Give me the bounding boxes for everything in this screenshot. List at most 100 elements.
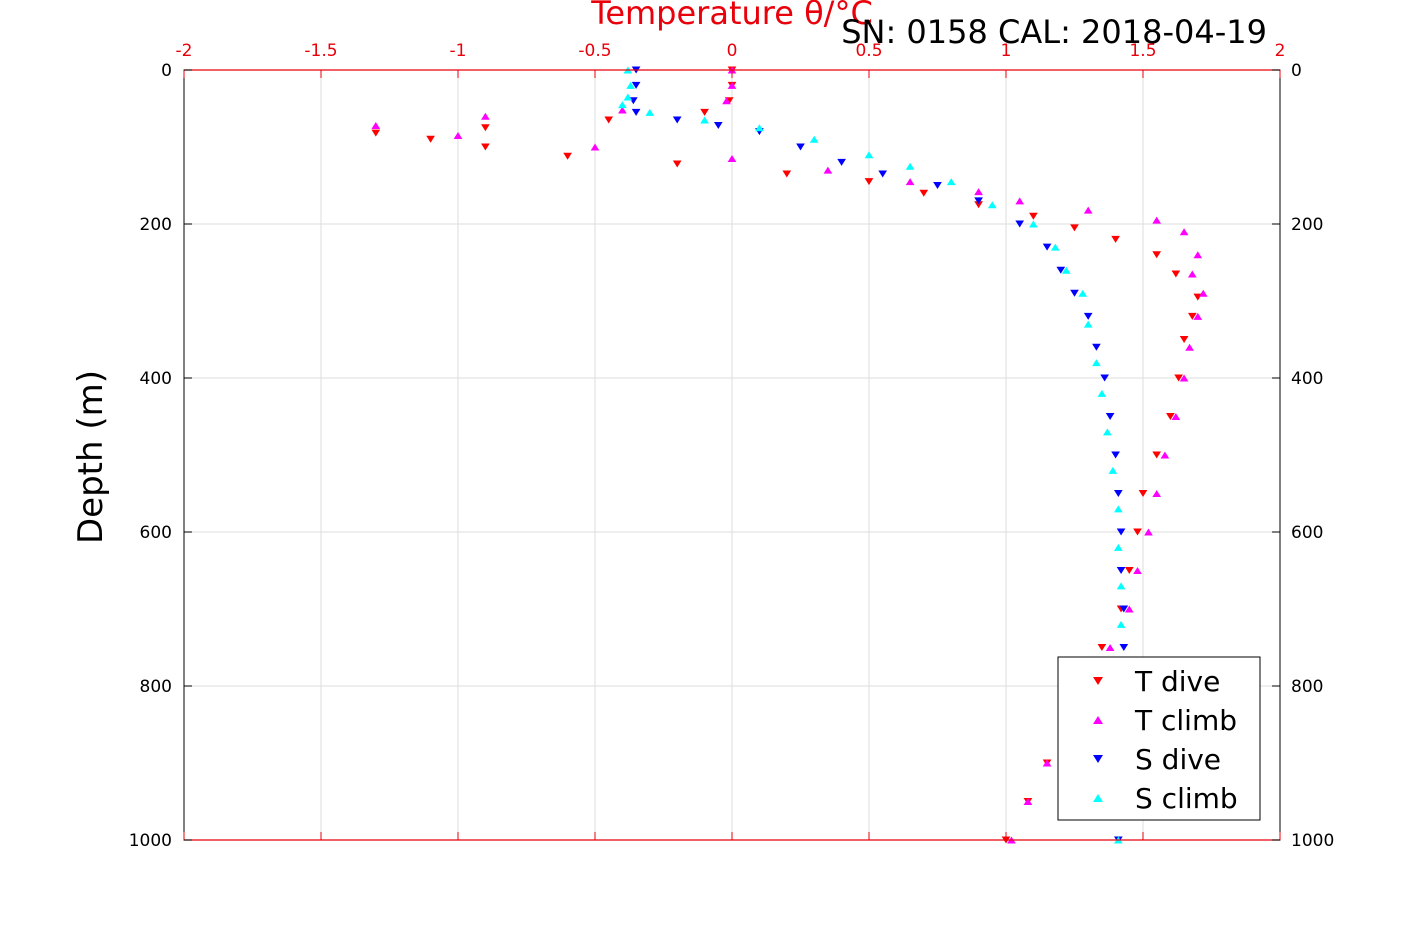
grid [184, 70, 1280, 840]
chart-subtitle: SN: 0158 CAL: 2018-04-19 [841, 13, 1267, 51]
data-point [481, 143, 490, 151]
y-axis-label: Depth (m) [71, 370, 111, 544]
x-tick-label: -0.5 [578, 41, 611, 61]
data-point [1078, 289, 1088, 297]
data-point [1174, 374, 1183, 382]
y-tick-label-right: 1000 [1291, 831, 1334, 851]
data-point [1152, 451, 1162, 459]
data-point [1124, 567, 1134, 574]
y-tick-label-right: 600 [1291, 523, 1323, 543]
data-point [631, 81, 641, 89]
data-point [864, 178, 874, 186]
y-tick-label-right: 200 [1291, 215, 1323, 235]
x-tick-label: 0 [727, 41, 738, 61]
legend-box [1057, 656, 1261, 821]
data-point [1097, 644, 1107, 651]
data-point [1171, 413, 1181, 420]
legend: T dive T climb S dive S climb [1057, 656, 1261, 821]
legend-label: T climb [1134, 704, 1237, 737]
data-point [1097, 389, 1107, 397]
data-point [700, 116, 709, 124]
data-point [1092, 359, 1101, 367]
data-point [672, 116, 682, 124]
data-point [371, 129, 381, 137]
data-point [809, 135, 819, 143]
data-point [563, 152, 572, 160]
data-point [1144, 528, 1153, 536]
data-point [453, 131, 463, 139]
data-point [933, 182, 942, 189]
data-point [755, 124, 764, 132]
data-point [1015, 220, 1025, 228]
legend-label: S climb [1135, 782, 1238, 815]
data-point [1198, 289, 1208, 297]
y-tick-label-left: 200 [140, 215, 172, 235]
data-point [987, 201, 997, 209]
data-point [727, 81, 737, 89]
data-point [864, 151, 874, 159]
data-point [618, 101, 627, 109]
data-point [1111, 451, 1120, 459]
y-tick-label-right: 800 [1291, 677, 1323, 697]
data-point [590, 143, 600, 151]
data-point [1042, 243, 1052, 251]
data-point [713, 121, 723, 129]
data-point [1103, 428, 1112, 436]
data-point [1042, 759, 1052, 767]
data-point [1061, 266, 1071, 274]
data-point [1070, 224, 1079, 232]
data-point [905, 162, 915, 170]
data-point [1119, 605, 1129, 613]
data-point [1114, 490, 1123, 497]
data-point [1105, 413, 1115, 420]
data-point [1133, 567, 1142, 574]
data-point [481, 112, 490, 120]
data-point [1029, 220, 1038, 228]
data-point [371, 121, 381, 129]
data-point [1187, 270, 1197, 278]
legend-label: S dive [1135, 743, 1221, 776]
data-point [1187, 312, 1197, 320]
data-point [618, 106, 627, 114]
y-tick-label-left: 0 [161, 61, 172, 81]
data-point [1083, 320, 1093, 328]
data-point [1171, 270, 1181, 278]
x-tick-label: 1.5 [1129, 41, 1156, 61]
y-tick-label-left: 1000 [129, 831, 172, 851]
data-point [1116, 582, 1126, 590]
data-point [782, 170, 792, 178]
data-point [1050, 243, 1060, 251]
data-point [1160, 451, 1170, 459]
data-point [1056, 266, 1066, 274]
data-point [1114, 505, 1123, 513]
x-tick-label: -1 [450, 41, 467, 61]
data-point [426, 135, 435, 143]
series-s-climb [618, 66, 1126, 844]
data-point [1185, 343, 1194, 351]
data-point [878, 170, 888, 178]
data-point [604, 116, 614, 124]
data-point [1138, 490, 1148, 497]
data-point [700, 108, 709, 116]
data-point [1111, 235, 1120, 243]
data-point [1105, 644, 1115, 651]
data-point [1070, 289, 1079, 297]
x-tick-label: 2 [1275, 41, 1286, 61]
data-point [1083, 206, 1093, 214]
data-point [1193, 312, 1203, 320]
data-point [905, 178, 915, 186]
data-point [1152, 216, 1162, 224]
data-point [1083, 312, 1093, 320]
legend-marker [1093, 677, 1103, 685]
data-point [631, 108, 641, 116]
legend-label: T dive [1134, 665, 1220, 698]
data-point [823, 166, 833, 174]
data-point [1179, 228, 1189, 236]
data-point [722, 97, 731, 105]
data-point [1179, 336, 1189, 343]
data-point [1029, 212, 1038, 220]
data-point [1114, 543, 1123, 551]
data-point [1166, 413, 1175, 420]
data-point [1116, 620, 1126, 628]
